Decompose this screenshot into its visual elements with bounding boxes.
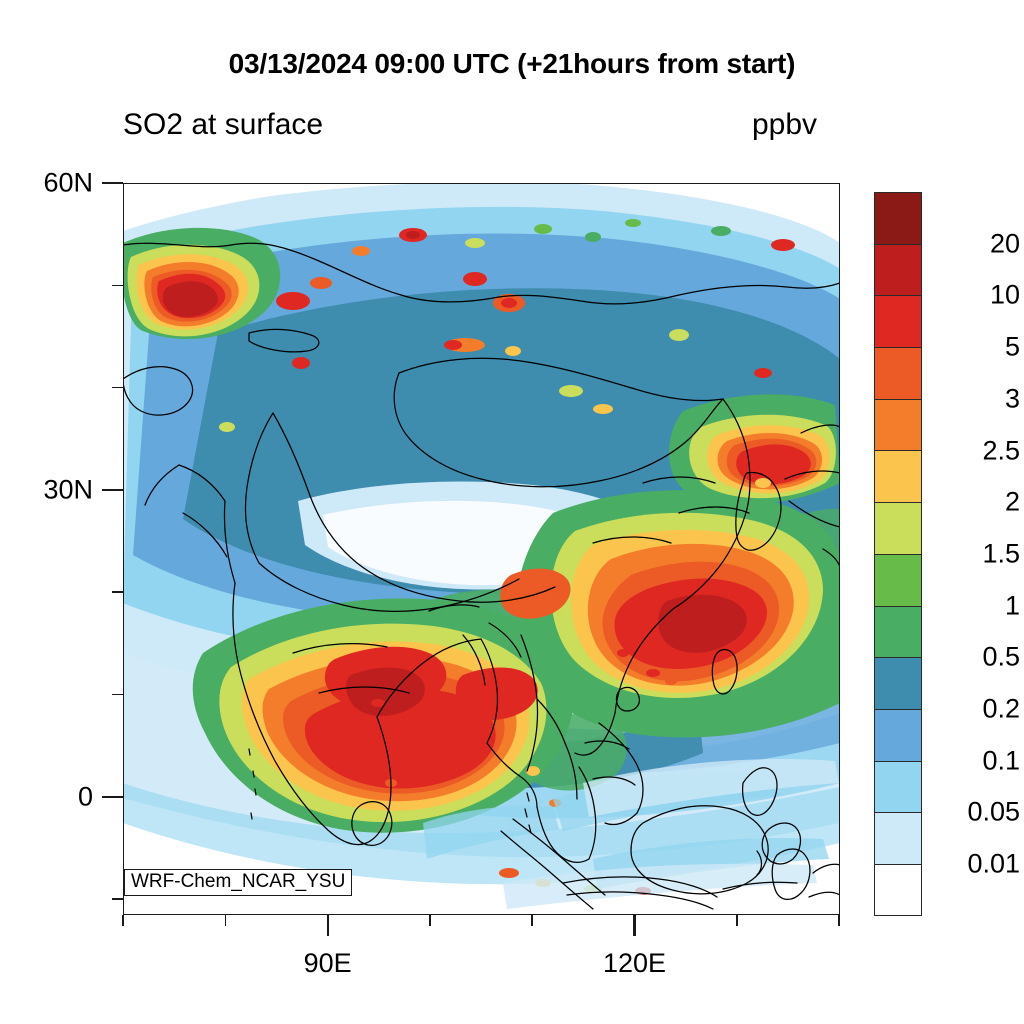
colorbar-label-0.2: 0.2 (982, 693, 1020, 724)
variable-label: SO2 at surface (123, 108, 324, 141)
colorbar-band-6[interactable] (874, 502, 922, 554)
colorbar-band-4[interactable] (874, 398, 922, 451)
y-tick-6 (102, 795, 123, 798)
colorbar[interactable] (874, 192, 922, 916)
colorbar-band-2[interactable] (874, 295, 922, 348)
colorbar-band-13[interactable] (874, 863, 922, 916)
x-tick-7 (838, 915, 840, 926)
colorbar-label-5: 5 (1004, 331, 1020, 362)
y-tick-7 (112, 898, 123, 900)
units-label: ppbv (752, 108, 818, 141)
colorbar-label-2.5: 2.5 (982, 435, 1020, 465)
x-tick-4 (531, 915, 533, 926)
colorbar-label-1: 1 (1004, 590, 1020, 621)
colorbar-label-0.5: 0.5 (982, 641, 1020, 672)
model-tag: WRF-Chem_NCAR_YSU (124, 869, 353, 896)
colorbar-label-20: 20 (989, 228, 1020, 259)
colorbar-band-3[interactable] (874, 347, 922, 399)
colorbar-band-0[interactable] (874, 192, 922, 244)
x-tick-1 (224, 915, 227, 926)
y-tick-2 (112, 386, 123, 389)
x-tick-2 (326, 915, 329, 936)
colorbar-band-5[interactable] (874, 450, 922, 503)
x-tick-3 (429, 915, 431, 926)
y-axis-label-60N: 60N (43, 167, 93, 198)
colorbar-label-0.1: 0.1 (982, 745, 1020, 776)
y-axis-label-0: 0 (77, 781, 93, 812)
colorbar-band-10[interactable] (874, 708, 922, 761)
colorbar-label-1.5: 1.5 (982, 538, 1020, 569)
x-tick-5 (633, 915, 636, 936)
colorbar-label-0.05: 0.05 (967, 796, 1020, 827)
colorbar-label-0.01: 0.01 (967, 848, 1020, 879)
y-axis-label-30N: 30N (43, 474, 93, 505)
colorbar-label-2: 2 (1004, 486, 1020, 517)
page-title: 03/13/2024 09:00 UTC (+21hours from star… (228, 48, 796, 79)
y-tick-3 (102, 488, 123, 491)
so2-concentration-map (123, 183, 840, 915)
y-tick-0 (102, 181, 123, 185)
y-tick-4 (112, 591, 123, 593)
y-tick-5 (112, 693, 123, 696)
colorbar-band-9[interactable] (874, 657, 922, 709)
colorbar-label-3: 3 (1004, 383, 1020, 414)
colorbar-band-1[interactable] (874, 243, 922, 296)
colorbar-band-11[interactable] (874, 760, 922, 813)
x-axis-label-90E: 90E (303, 948, 352, 978)
x-axis-label-120E: 120E (602, 948, 667, 978)
colorbar-band-8[interactable] (874, 605, 922, 658)
colorbar-label-10: 10 (989, 279, 1020, 310)
map-plot-area[interactable] (123, 183, 840, 915)
x-tick-6 (736, 915, 738, 926)
colorbar-band-7[interactable] (874, 553, 922, 606)
y-tick-1 (112, 284, 123, 287)
x-tick-0 (122, 915, 124, 926)
colorbar-band-12[interactable] (874, 812, 922, 864)
